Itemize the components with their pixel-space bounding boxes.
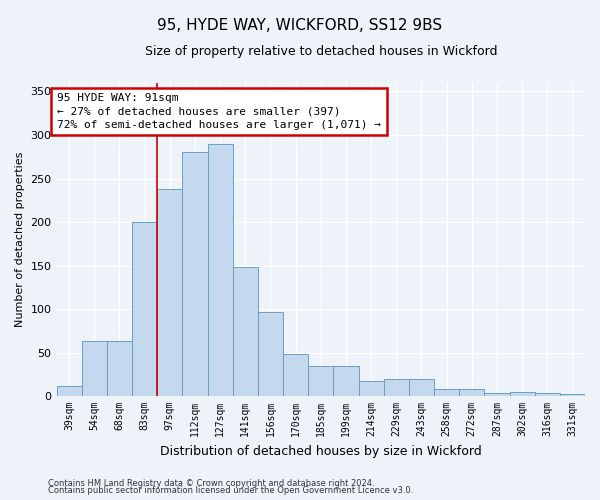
Bar [560,394,585,396]
Bar [459,389,484,396]
Y-axis label: Number of detached properties: Number of detached properties [15,152,25,327]
Text: Contains HM Land Registry data © Crown copyright and database right 2024.: Contains HM Land Registry data © Crown c… [48,478,374,488]
Bar [208,144,233,396]
Bar [283,354,308,396]
Bar [409,378,434,396]
X-axis label: Distribution of detached houses by size in Wickford: Distribution of detached houses by size … [160,444,482,458]
Bar [82,341,107,396]
Text: Contains public sector information licensed under the Open Government Licence v3: Contains public sector information licen… [48,486,413,495]
Bar [509,392,535,396]
Title: Size of property relative to detached houses in Wickford: Size of property relative to detached ho… [145,45,497,58]
Bar [157,189,182,396]
Bar [107,341,132,396]
Bar [334,366,359,396]
Bar [484,394,509,396]
Text: 95 HYDE WAY: 91sqm
← 27% of detached houses are smaller (397)
72% of semi-detach: 95 HYDE WAY: 91sqm ← 27% of detached hou… [57,93,381,130]
Bar [359,382,383,396]
Bar [535,394,560,396]
Bar [182,152,208,396]
Bar [56,386,82,396]
Bar [233,268,258,396]
Text: 95, HYDE WAY, WICKFORD, SS12 9BS: 95, HYDE WAY, WICKFORD, SS12 9BS [157,18,443,32]
Bar [258,312,283,396]
Bar [132,222,157,396]
Bar [383,378,409,396]
Bar [308,366,334,396]
Bar [434,389,459,396]
